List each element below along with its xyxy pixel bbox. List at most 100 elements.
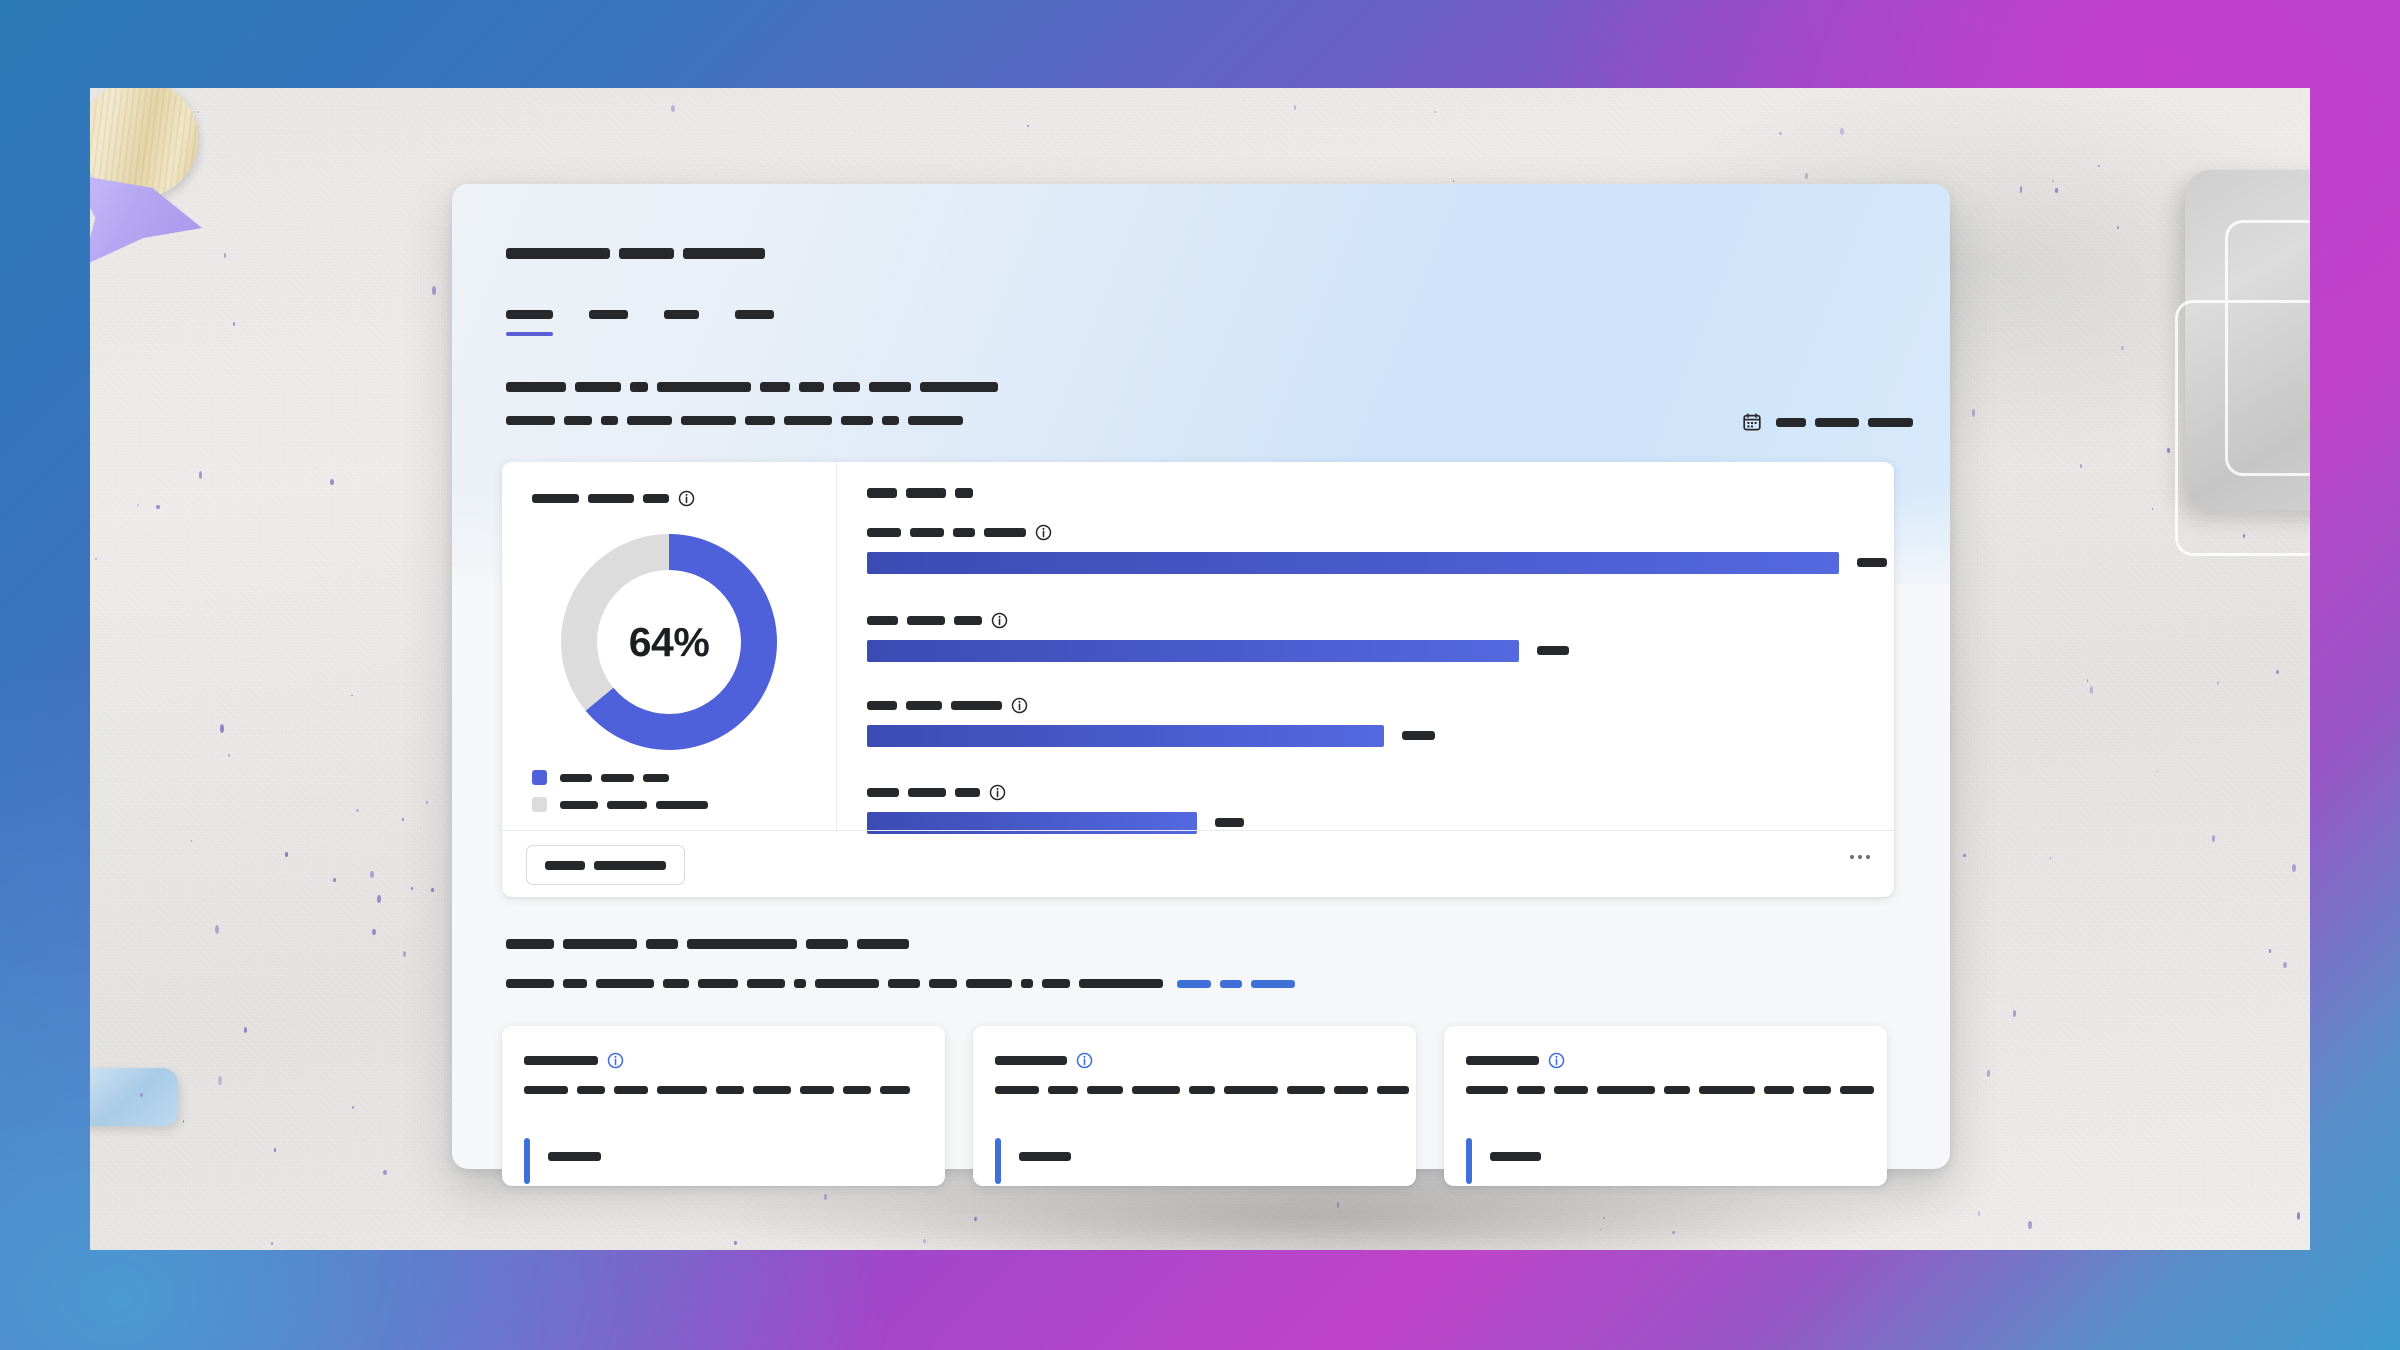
speckle	[430, 887, 434, 892]
redacted-word	[857, 939, 909, 949]
redacted-word	[601, 773, 634, 782]
speckle	[2054, 188, 2059, 193]
redacted-word	[815, 979, 879, 988]
info-icon[interactable]	[1011, 697, 1028, 714]
metric-card-description	[995, 1086, 1409, 1094]
speckle	[973, 1217, 978, 1222]
speckle	[2283, 961, 2288, 968]
bar-track	[867, 640, 1894, 662]
redacted-word	[1087, 1086, 1123, 1094]
bar-value-label	[1215, 814, 1244, 832]
bar-row-3	[867, 697, 1894, 747]
info-icon[interactable]	[607, 1052, 624, 1069]
wooden-disc-object	[90, 88, 198, 198]
tab-3[interactable]	[664, 306, 699, 336]
speckle	[139, 1093, 143, 1097]
speckle	[403, 951, 407, 958]
info-icon[interactable]	[1548, 1052, 1565, 1069]
redacted-word	[643, 773, 669, 782]
redacted-word	[995, 1056, 1067, 1065]
info-icon[interactable]	[991, 612, 1008, 629]
speckle	[376, 894, 381, 903]
kebab-menu-icon[interactable]	[1850, 855, 1870, 859]
card-footer-button-label	[545, 860, 666, 870]
speckle	[370, 870, 375, 879]
speckle	[156, 504, 160, 510]
redacted-word	[683, 248, 765, 259]
redacted-word	[1215, 818, 1244, 828]
redacted-word	[867, 701, 897, 710]
kebab-dot	[1850, 855, 1854, 859]
redacted-word	[806, 939, 848, 949]
redacted-word	[564, 416, 592, 425]
redacted-word	[908, 788, 946, 797]
bar-row-1	[867, 524, 1894, 574]
redacted-word	[760, 382, 790, 392]
redacted-word	[1377, 1086, 1409, 1094]
speckle	[271, 1241, 274, 1246]
speckle	[1963, 853, 1967, 858]
metric-card	[502, 1026, 945, 1186]
section-heading	[506, 382, 998, 392]
tab-4[interactable]	[735, 306, 774, 336]
redacted-word	[594, 860, 666, 870]
card-footer-button[interactable]	[526, 845, 685, 885]
redacted-word	[867, 616, 898, 625]
redacted-word	[1868, 417, 1913, 427]
speckle	[1804, 173, 1809, 180]
metric-card-title	[524, 1052, 624, 1069]
redacted-word	[1517, 1086, 1545, 1094]
speckle	[2296, 1211, 2301, 1220]
tab-1[interactable]	[506, 306, 553, 336]
redacted-word	[867, 488, 897, 498]
redacted-word	[880, 1086, 910, 1094]
speckle	[1599, 1228, 1601, 1231]
bar-fill	[867, 725, 1384, 747]
speckle	[1294, 105, 1296, 110]
redacted-word	[833, 382, 860, 392]
metric-card-title	[1466, 1052, 1565, 1069]
info-icon[interactable]	[989, 784, 1006, 801]
metric-card-description	[524, 1086, 910, 1094]
metric-card-stat	[1466, 1138, 1541, 1184]
bar-label-text	[867, 528, 1026, 537]
speckle	[223, 253, 226, 259]
info-icon[interactable]	[1076, 1052, 1093, 1069]
speckle	[274, 1148, 276, 1152]
redacted-word	[657, 382, 751, 392]
tab-2[interactable]	[589, 306, 628, 336]
date-range-selector[interactable]	[1742, 412, 1913, 432]
kebab-dot	[1866, 855, 1870, 859]
redacted-word	[506, 939, 554, 949]
info-icon[interactable]	[1035, 524, 1052, 541]
legend-label	[560, 773, 669, 782]
metric-card-stat	[995, 1138, 1071, 1184]
metric-accent-bar	[524, 1138, 530, 1184]
bar-row-2	[867, 612, 1894, 662]
redacted-word	[906, 488, 946, 498]
bar-label-text	[867, 701, 1002, 710]
redacted-word	[800, 1086, 834, 1094]
speckle	[2217, 681, 2220, 685]
lower-section-link[interactable]	[1177, 979, 1295, 988]
donut-title-text	[532, 494, 669, 503]
speckle	[2080, 464, 2082, 468]
redacted-word	[601, 416, 618, 425]
redacted-word	[906, 701, 942, 710]
redacted-word	[1402, 731, 1435, 741]
redacted-word	[1699, 1086, 1755, 1094]
redacted-word	[1251, 979, 1295, 988]
redacted-word	[1815, 417, 1859, 427]
speckle	[2151, 507, 2153, 510]
speckle	[824, 1194, 827, 1201]
speckle	[2116, 226, 2119, 229]
redacted-word	[1537, 646, 1569, 656]
metric-card-stat	[524, 1138, 601, 1184]
bar-value-label	[1857, 554, 1887, 572]
tab-bar[interactable]	[506, 306, 810, 336]
bar-row-label	[867, 784, 1894, 801]
redacted-word	[560, 773, 592, 782]
speckle	[95, 557, 97, 561]
redacted-word	[747, 979, 785, 988]
info-icon[interactable]	[678, 490, 695, 507]
